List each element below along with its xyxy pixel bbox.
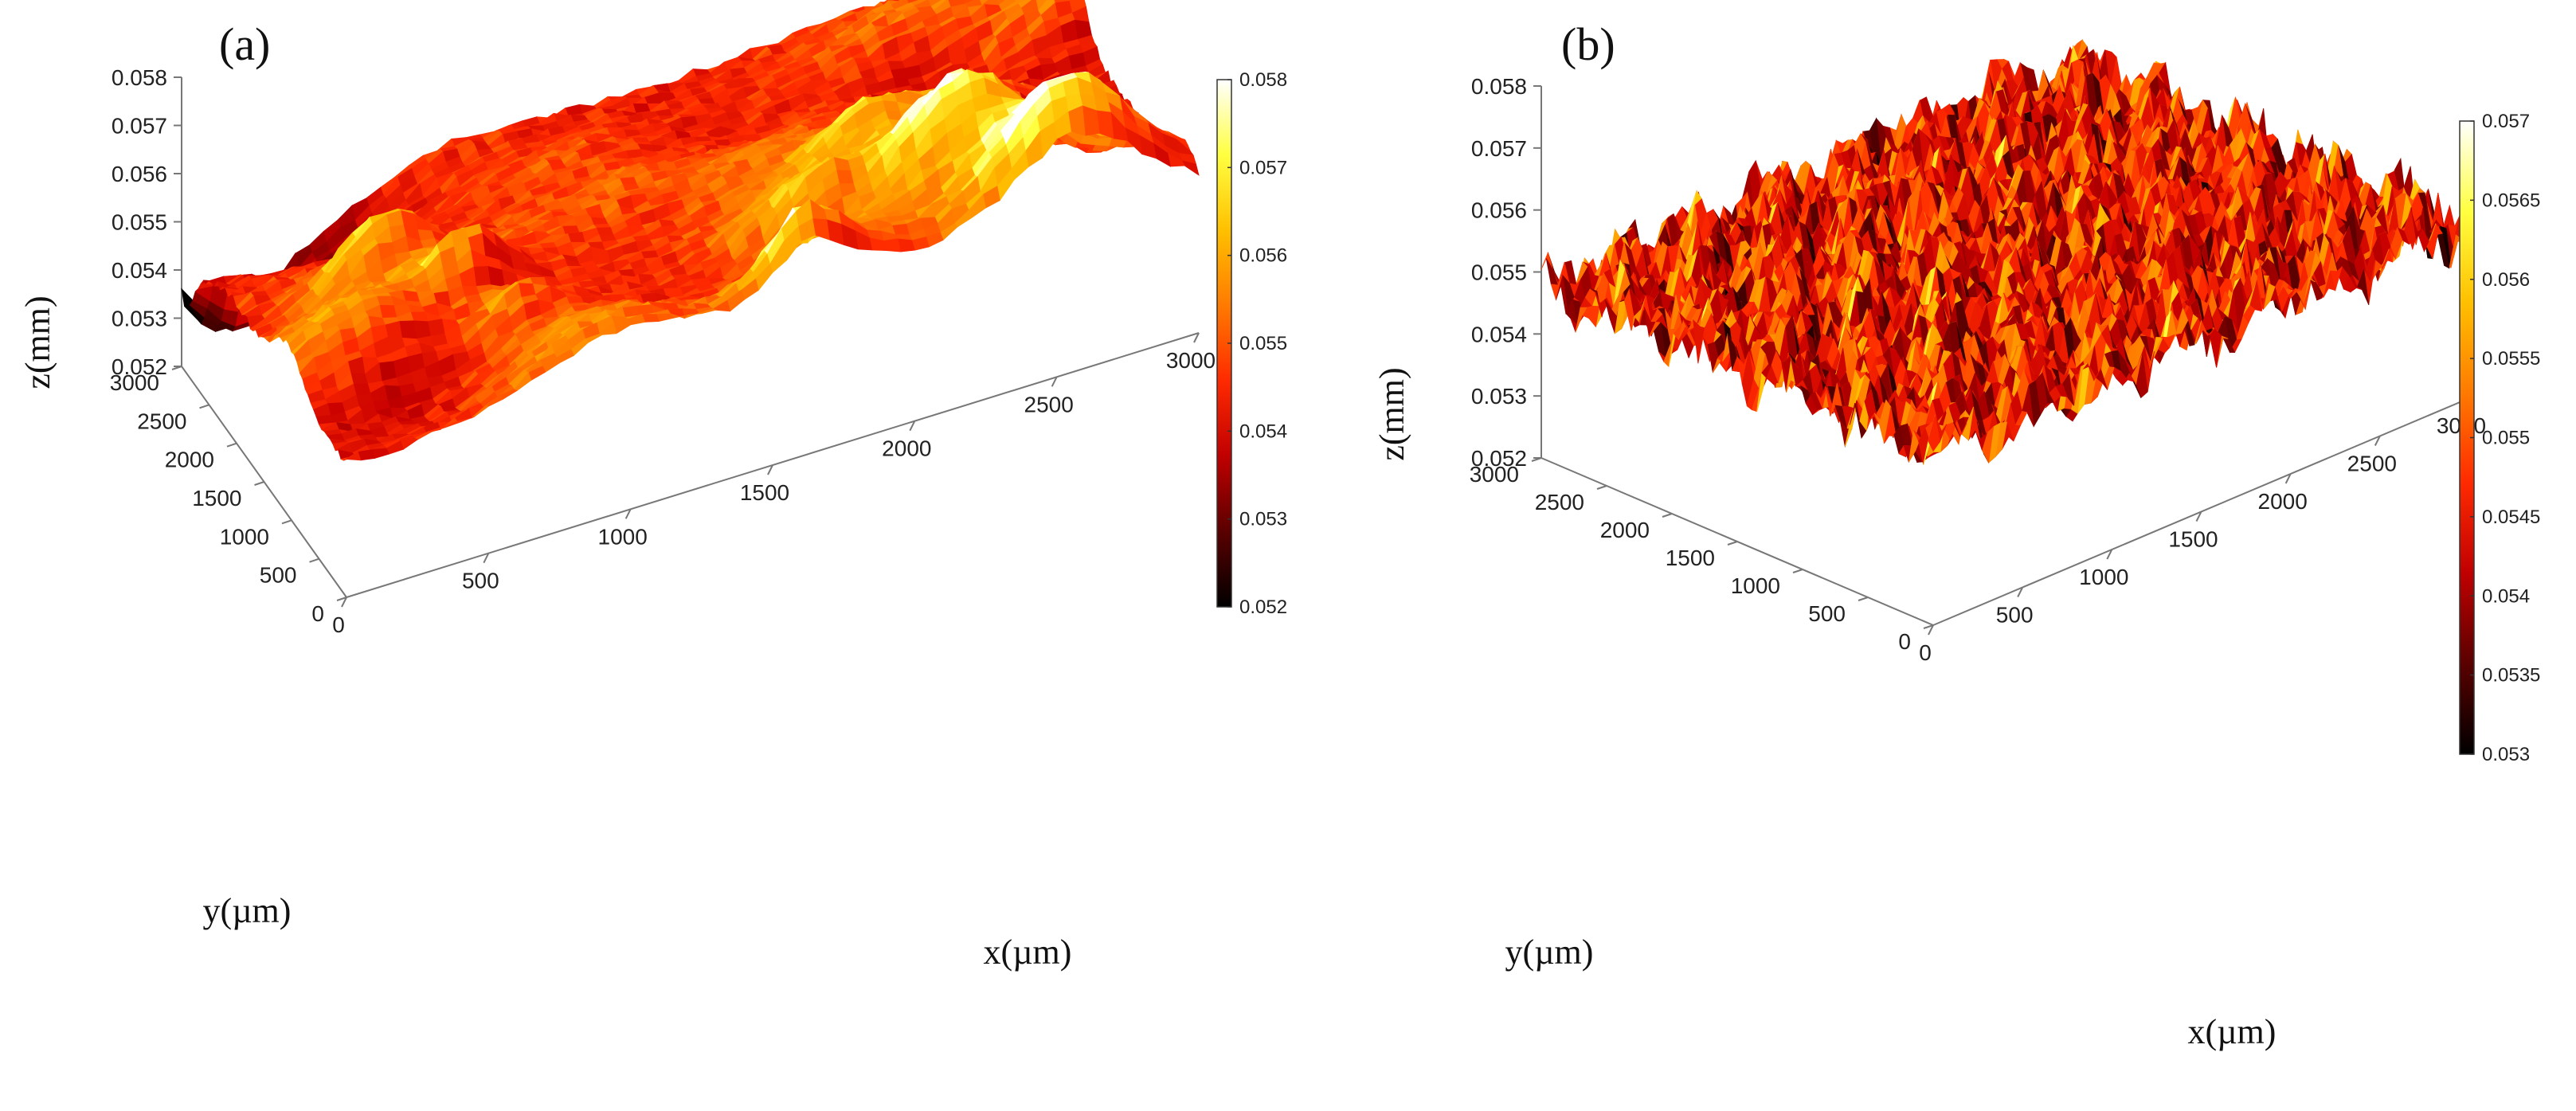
x-tick-label: 2000 <box>882 436 931 461</box>
z-axis-title: z(mm) <box>1372 367 1411 460</box>
x-axis-title: x(µm) <box>2188 1012 2277 1051</box>
y-tick-mark <box>1596 485 1607 490</box>
surface-patch <box>400 437 419 450</box>
x-tick-mark <box>1193 332 1200 343</box>
colorbar-tick-label: 0.053 <box>1239 509 1287 530</box>
x-tick-mark <box>1051 376 1058 387</box>
x-tick-label: 1500 <box>2168 527 2218 552</box>
y-tick-mark <box>1662 513 1673 518</box>
x-tick-label: 2500 <box>1024 392 1074 417</box>
x-tick-mark <box>909 421 916 432</box>
surface-plot-a: 0 500 1000 1500 2000 2500 3000 0 500 1000 1500 2000… <box>18 0 1287 972</box>
panel-label: (b) <box>1561 18 1615 70</box>
y-tick-label: 2500 <box>137 409 186 433</box>
x-tick-label: 1000 <box>2079 565 2128 589</box>
y-tick-label: 500 <box>1808 601 1846 626</box>
z-tick-label: 0.052 <box>1471 446 1527 471</box>
y-tick-label: 2000 <box>165 448 214 472</box>
colorbar-tick-label: 0.058 <box>1239 69 1287 91</box>
x-tick-label: 1000 <box>598 524 648 549</box>
x-tick-label: 1500 <box>740 480 789 505</box>
x-tick-label: 0 <box>1919 640 1932 665</box>
y-axis-title: y(µm) <box>1505 933 1594 972</box>
y-tick-mark <box>336 597 347 601</box>
y-tick-mark <box>226 442 237 448</box>
z-tick-label: 0.053 <box>1471 384 1527 409</box>
surface-mesh <box>1541 39 2470 465</box>
x-tick-mark <box>483 553 490 564</box>
x-tick-mark <box>624 508 632 519</box>
x-tick-label: 2000 <box>2258 489 2308 514</box>
y-tick-label: 0 <box>1898 629 1911 654</box>
z-tick-label: 0.055 <box>1471 260 1527 285</box>
z-tick-label: 0.056 <box>112 162 167 186</box>
x-tick-label: 3000 <box>1166 348 1216 373</box>
z-tick-label: 0.056 <box>1471 198 1527 223</box>
z-axis-title: z(mm) <box>18 295 57 389</box>
surface-patch <box>564 104 583 116</box>
x-tick-label: 2500 <box>2347 452 2397 476</box>
colorbar: 0.052 0.053 0.054 0.055 0.056 0.057 0.058 <box>1216 69 1287 618</box>
y-tick-mark <box>309 557 319 563</box>
y-tick-mark <box>199 404 209 409</box>
colorbar-tick-label: 0.056 <box>1239 245 1287 267</box>
x-axis-title: x(µm) <box>984 933 1072 972</box>
panel-label: (a) <box>219 18 270 70</box>
y-tick-label: 1500 <box>192 486 241 511</box>
y-tick-label: 1500 <box>1666 546 1715 570</box>
colorbar-tick-label: 0.057 <box>1239 157 1287 178</box>
y-tick-label: 3000 <box>110 370 159 395</box>
y-tick-mark <box>1792 569 1803 573</box>
z-tick-label: 0.052 <box>112 354 167 379</box>
y-tick-label: 500 <box>260 563 297 588</box>
colorbar-tick-label: 0.055 <box>1239 333 1287 354</box>
z-tick-label: 0.055 <box>112 210 167 235</box>
y-tick-label: 0 <box>311 601 324 626</box>
y-tick-mark <box>281 519 292 525</box>
x-tick-mark <box>341 597 347 608</box>
y-axis-title: y(µm) <box>203 891 292 930</box>
surface-plot-b: 0500100015002000250030000500100015002000… <box>1372 18 2540 1051</box>
y-tick-mark <box>1727 541 1738 546</box>
colorbar-tick-label: 0.054 <box>1239 421 1287 442</box>
y-tick-label: 1000 <box>220 524 269 549</box>
surface-patch <box>1180 160 1200 176</box>
y-tick-mark <box>1858 597 1869 601</box>
z-tick-label: 0.054 <box>1471 322 1527 346</box>
y-tick-label: 2500 <box>1535 490 1584 514</box>
z-tick-label: 0.058 <box>1471 74 1527 99</box>
y-tick-label: 2000 <box>1600 518 1650 542</box>
z-tick-label: 0.058 <box>112 65 167 90</box>
x-tick-label: 0 <box>332 612 345 637</box>
axes: 0 500 1000 1500 2000 2500 3000 0 500 1000 1500 2000… <box>110 65 1216 637</box>
x-tick-label: 500 <box>1996 603 2034 628</box>
surface-mesh <box>181 0 1200 461</box>
z-tick-label: 0.054 <box>112 258 167 283</box>
y-tick-label: 1000 <box>1731 573 1780 598</box>
colorbar-tick-label: 0.052 <box>1239 597 1287 618</box>
x-tick-mark <box>767 464 773 475</box>
y-tick-mark <box>254 481 264 486</box>
z-tick-label: 0.057 <box>112 114 167 139</box>
z-tick-label: 0.053 <box>112 307 167 331</box>
z-tick-label: 0.057 <box>1471 136 1527 161</box>
x-tick-label: 500 <box>462 569 499 593</box>
